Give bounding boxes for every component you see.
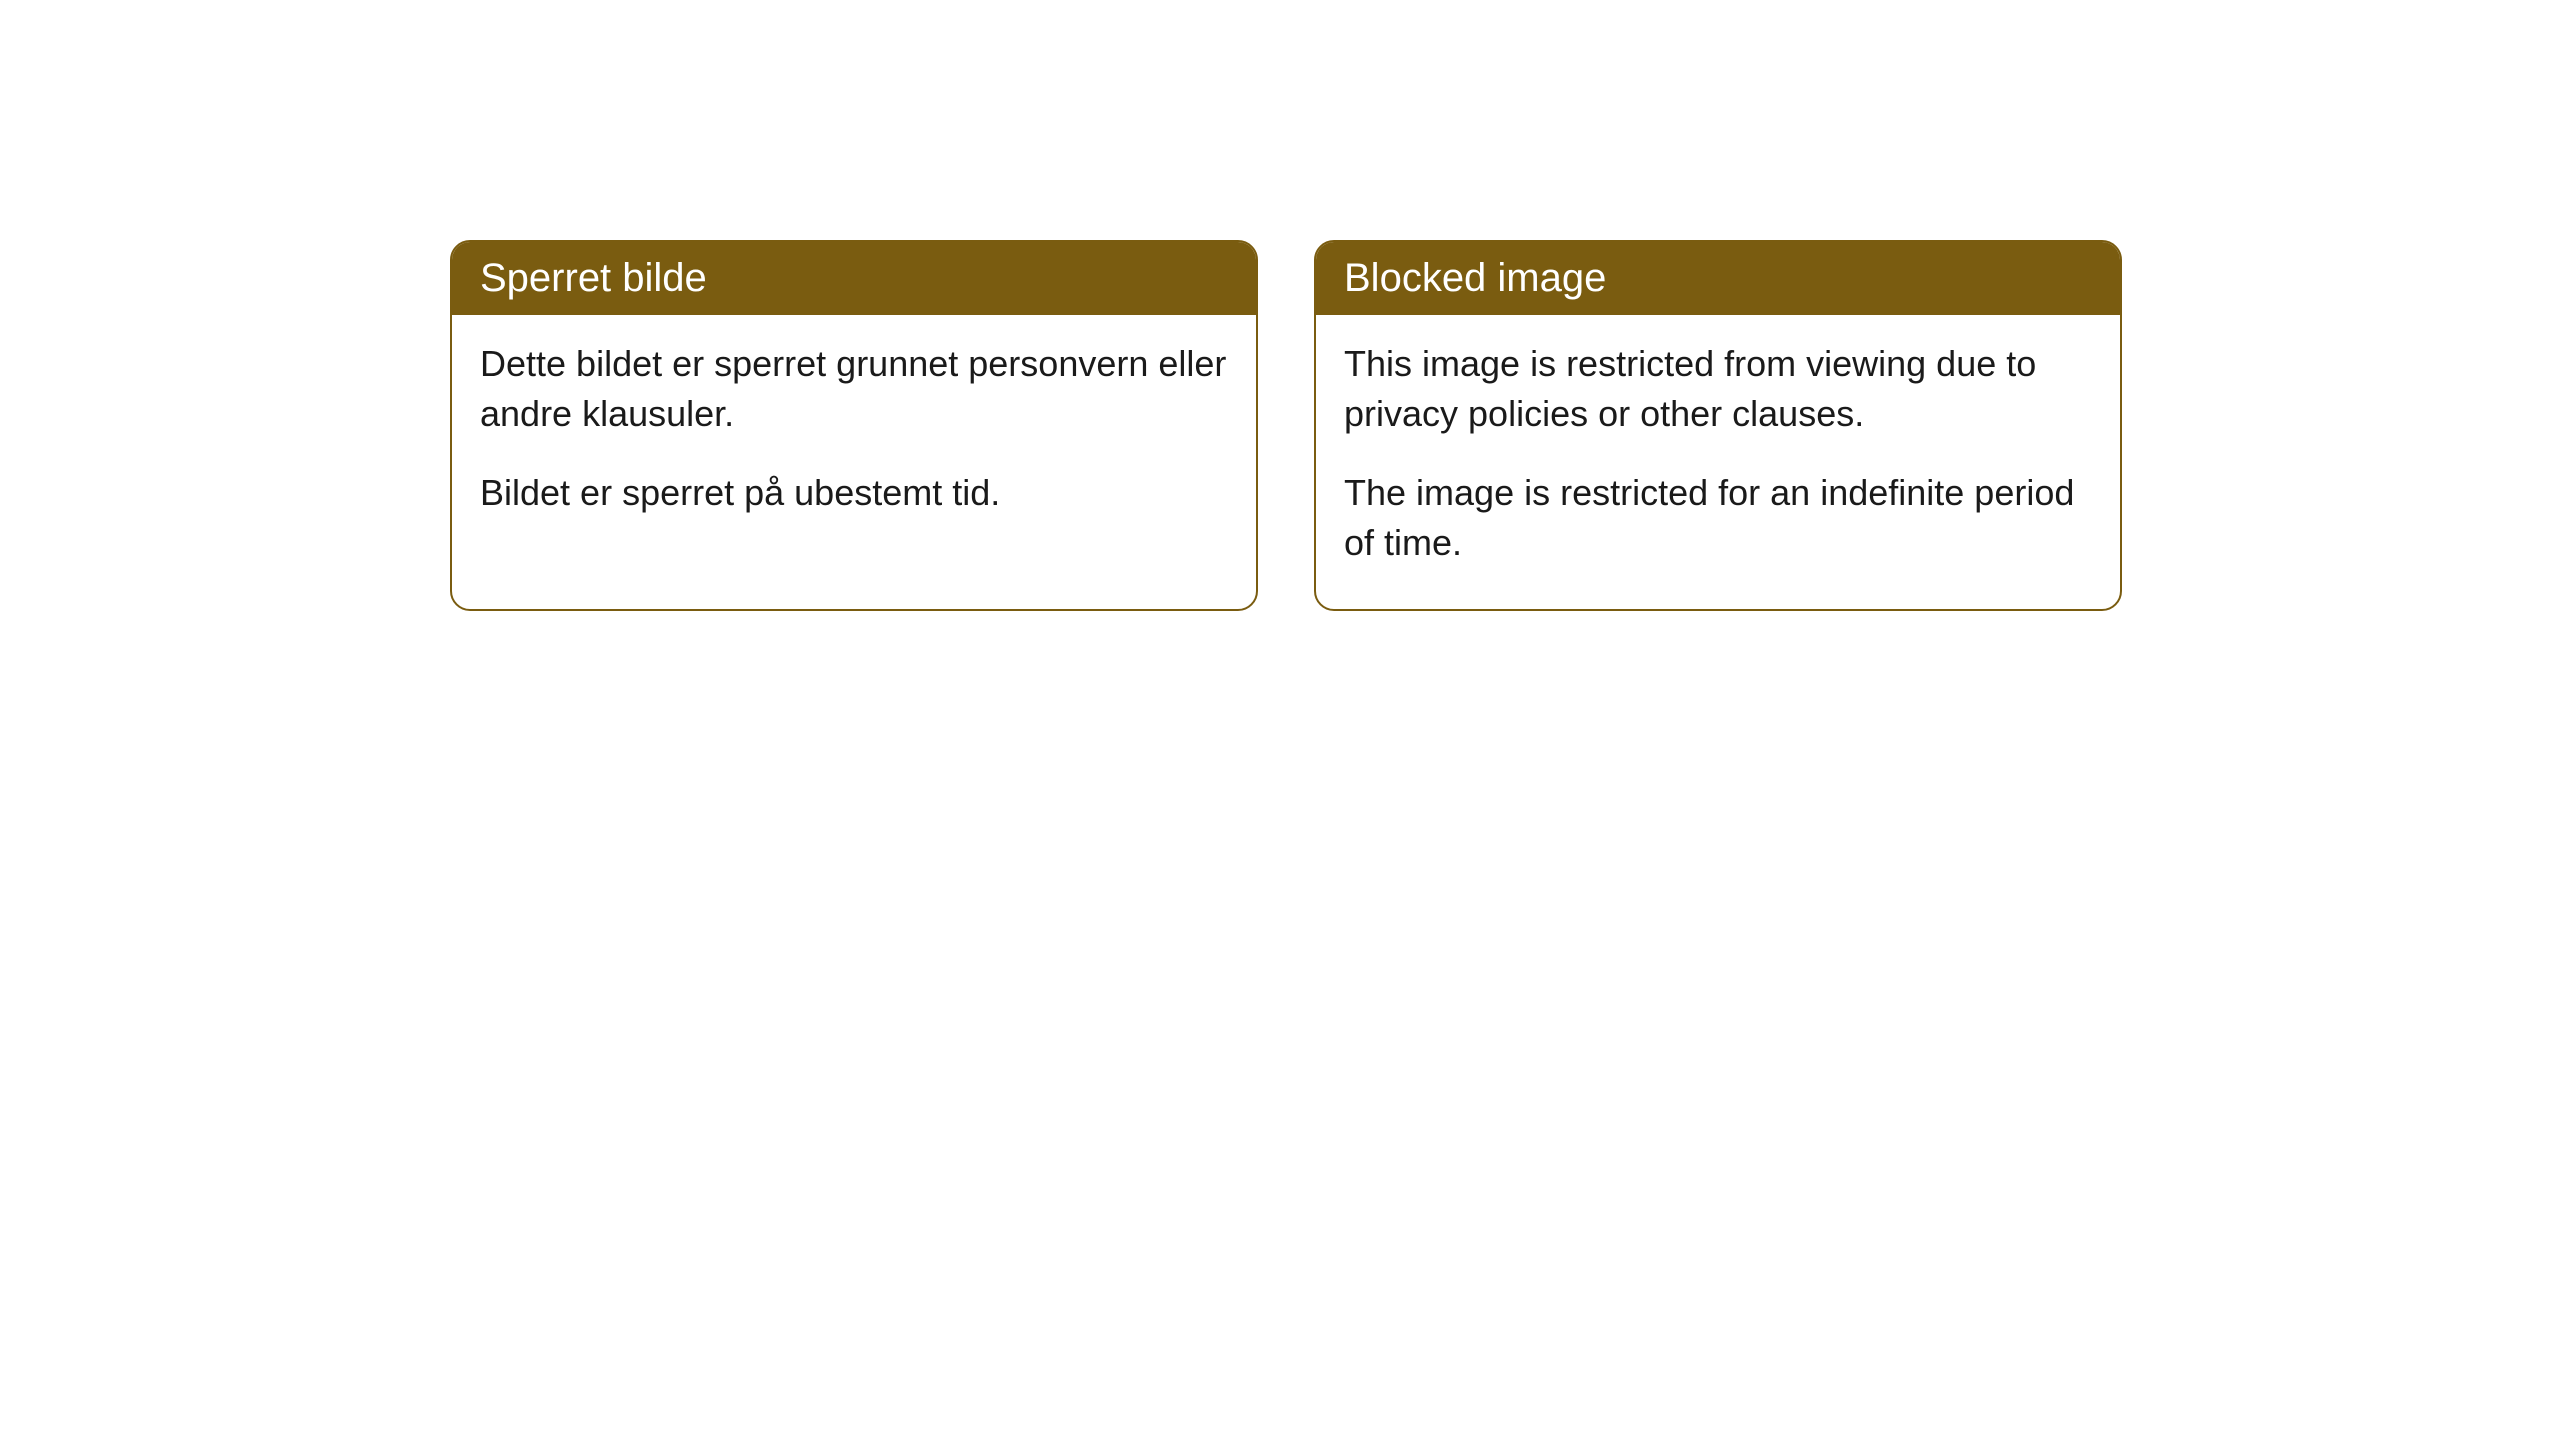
card-header: Sperret bilde	[452, 242, 1256, 315]
card-paragraph: Dette bildet er sperret grunnet personve…	[480, 339, 1228, 440]
card-body: Dette bildet er sperret grunnet personve…	[452, 315, 1256, 558]
card-title: Blocked image	[1344, 256, 1606, 300]
notice-cards-container: Sperret bilde Dette bildet er sperret gr…	[450, 240, 2560, 611]
notice-card-english: Blocked image This image is restricted f…	[1314, 240, 2122, 611]
card-paragraph: Bildet er sperret på ubestemt tid.	[480, 468, 1228, 518]
card-title: Sperret bilde	[480, 256, 707, 300]
card-body: This image is restricted from viewing du…	[1316, 315, 2120, 609]
notice-card-norwegian: Sperret bilde Dette bildet er sperret gr…	[450, 240, 1258, 611]
card-paragraph: This image is restricted from viewing du…	[1344, 339, 2092, 440]
card-header: Blocked image	[1316, 242, 2120, 315]
card-paragraph: The image is restricted for an indefinit…	[1344, 468, 2092, 569]
